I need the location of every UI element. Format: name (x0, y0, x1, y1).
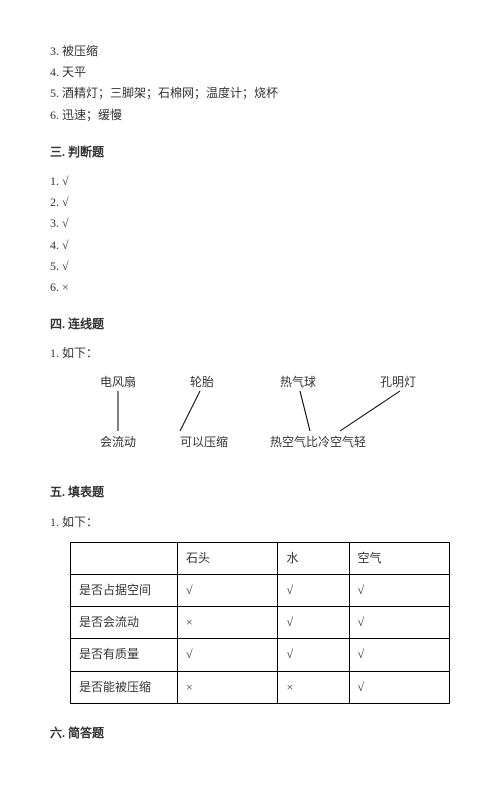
table-row: 是否会流动 × √ √ (71, 607, 450, 639)
table-cell: √ (278, 607, 349, 639)
table-cell: 是否有质量 (71, 639, 178, 671)
table-row: 是否占据空间 √ √ √ (71, 575, 450, 607)
table-cell: 是否能被压缩 (71, 671, 178, 703)
table-header-row: 石头 水 空气 (71, 542, 450, 574)
top-line: 6. 迅速；缓慢 (50, 106, 450, 125)
top-line: 3. 被压缩 (50, 42, 450, 61)
matching-bottom-item: 会流动 (100, 433, 136, 452)
section4-lead: 1. 如下： (50, 344, 450, 363)
table-cell: √ (349, 575, 449, 607)
table-cell: √ (178, 575, 278, 607)
section5-title: 五. 填表题 (50, 483, 450, 502)
matching-bottom-item: 可以压缩 (180, 433, 228, 452)
fill-table: 石头 水 空气 是否占据空间 √ √ √ 是否会流动 × √ √ 是否有质量 √… (70, 542, 450, 704)
table-header-cell: 水 (278, 542, 349, 574)
section5-lead: 1. 如下： (50, 513, 450, 532)
section3-items: 1. √ 2. √ 3. √ 4. √ 5. √ 6. × (50, 172, 450, 297)
top-lines-block: 3. 被压缩 4. 天平 5. 酒精灯；三脚架；石棉网；温度计；烧杯 6. 迅速… (50, 42, 450, 125)
judgement-item: 4. √ (50, 236, 450, 255)
table-cell: 是否占据空间 (71, 575, 178, 607)
judgement-item: 5. √ (50, 257, 450, 276)
matching-diagram: 电风扇 轮胎 热气球 孔明灯会流动 可以压缩 热空气比冷空气轻 (100, 373, 440, 463)
table-cell: √ (278, 575, 349, 607)
judgement-item: 6. × (50, 278, 450, 297)
section6-title: 六. 简答题 (50, 724, 450, 743)
table-cell: 是否会流动 (71, 607, 178, 639)
judgement-item: 1. √ (50, 172, 450, 191)
table-cell: √ (349, 639, 449, 671)
table-header-cell: 石头 (178, 542, 278, 574)
section3-title: 三. 判断题 (50, 143, 450, 162)
table-row: 是否能被压缩 × × √ (71, 671, 450, 703)
matching-top-item: 电风扇 (100, 373, 136, 392)
top-line: 5. 酒精灯；三脚架；石棉网；温度计；烧杯 (50, 84, 450, 103)
table-cell: √ (278, 639, 349, 671)
table-cell: × (178, 671, 278, 703)
judgement-item: 2. √ (50, 193, 450, 212)
table-cell: √ (178, 639, 278, 671)
table-cell: √ (349, 671, 449, 703)
matching-top-item: 热气球 (280, 373, 316, 392)
judgement-item: 3. √ (50, 214, 450, 233)
section4-title: 四. 连线题 (50, 315, 450, 334)
table-header-cell: 空气 (349, 542, 449, 574)
matching-top-item: 轮胎 (190, 373, 214, 392)
matching-top-item: 孔明灯 (380, 373, 416, 392)
table-row: 是否有质量 √ √ √ (71, 639, 450, 671)
table-cell: × (178, 607, 278, 639)
matching-bottom-item: 热空气比冷空气轻 (270, 433, 366, 452)
table-cell: × (278, 671, 349, 703)
table-header-cell (71, 542, 178, 574)
table-cell: √ (349, 607, 449, 639)
top-line: 4. 天平 (50, 63, 450, 82)
